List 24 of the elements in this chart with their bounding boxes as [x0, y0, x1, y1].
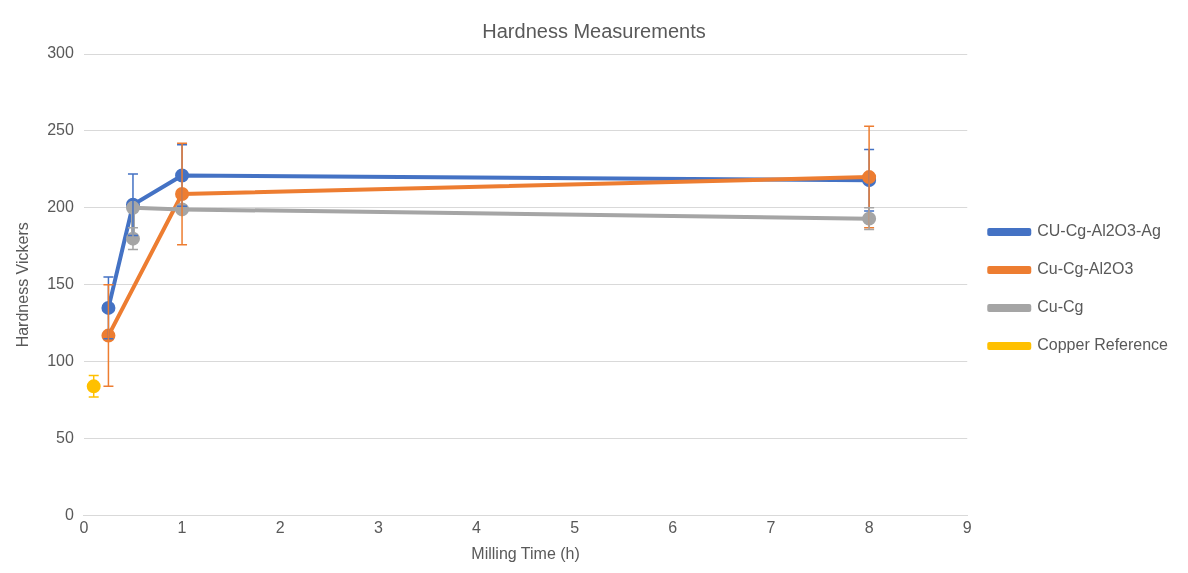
x-axis-title: Milling Time (h): [471, 544, 580, 562]
x-tick-label: 2: [275, 518, 285, 536]
y-tick-label: 100: [47, 352, 74, 370]
x-tick-label: 6: [668, 518, 678, 536]
x-tick-label: 3: [373, 518, 383, 536]
legend-label: CU-Cg-Al2O3-Ag: [1037, 222, 1161, 240]
y-tick-label: 50: [56, 429, 74, 447]
legend-label: Copper Reference: [1037, 336, 1169, 354]
legend-label: Cu-Cg: [1037, 298, 1084, 316]
x-tick-label: 9: [962, 518, 972, 536]
x-tick-label: 0: [79, 518, 89, 536]
chart-title: Hardness Measurements: [482, 19, 706, 42]
x-tick-label: 8: [864, 518, 874, 536]
y-tick-label: 250: [47, 121, 74, 139]
y-tick-label: 150: [47, 275, 74, 293]
x-tick-label: 7: [766, 518, 776, 536]
x-tick-label: 4: [472, 518, 482, 536]
y-tick-label: 0: [64, 506, 74, 524]
y-axis-title: Hardness Vickers: [14, 222, 32, 348]
x-tick-label: 5: [570, 518, 580, 536]
legend-label: Cu-Cg-Al2O3: [1037, 260, 1134, 278]
x-tick-label: 1: [177, 518, 187, 536]
y-tick-label: 200: [47, 198, 74, 216]
y-tick-label: 300: [47, 44, 74, 62]
